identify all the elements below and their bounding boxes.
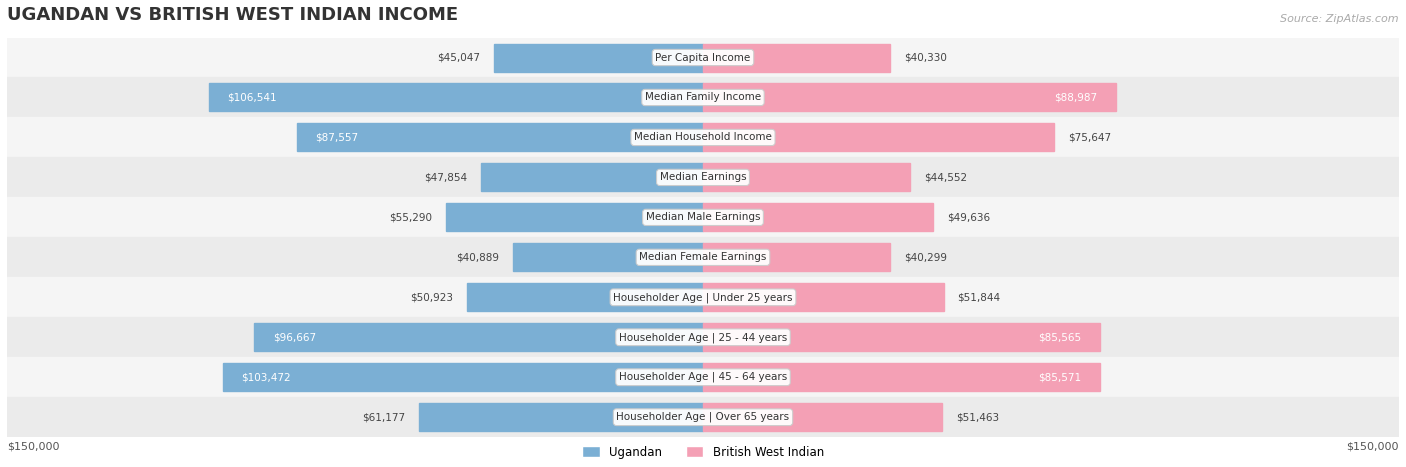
Text: Householder Age | Under 25 years: Householder Age | Under 25 years	[613, 292, 793, 303]
Bar	[224, 363, 703, 391]
Text: $40,299: $40,299	[904, 252, 946, 262]
Bar	[7, 78, 1399, 118]
Bar	[7, 357, 1399, 397]
Text: $40,330: $40,330	[904, 52, 948, 63]
Bar	[513, 243, 703, 271]
Text: $103,472: $103,472	[242, 372, 291, 382]
Text: Householder Age | 25 - 44 years: Householder Age | 25 - 44 years	[619, 332, 787, 342]
Text: $85,565: $85,565	[1039, 333, 1081, 342]
Text: UGANDAN VS BRITISH WEST INDIAN INCOME: UGANDAN VS BRITISH WEST INDIAN INCOME	[7, 6, 458, 23]
Text: $40,889: $40,889	[457, 252, 499, 262]
Bar	[703, 283, 943, 311]
Bar	[481, 163, 703, 191]
Bar	[7, 157, 1399, 198]
Bar	[208, 84, 703, 112]
Bar	[7, 198, 1399, 237]
Bar	[703, 43, 890, 71]
Text: $87,557: $87,557	[315, 133, 359, 142]
Text: $47,854: $47,854	[423, 172, 467, 183]
Bar	[7, 397, 1399, 437]
Bar	[7, 277, 1399, 317]
Bar	[447, 204, 703, 231]
Bar	[494, 43, 703, 71]
Text: Source: ZipAtlas.com: Source: ZipAtlas.com	[1281, 14, 1399, 23]
Text: $55,290: $55,290	[389, 212, 433, 222]
Text: $96,667: $96,667	[273, 333, 316, 342]
Bar	[419, 403, 703, 431]
Text: Householder Age | Over 65 years: Householder Age | Over 65 years	[616, 412, 790, 423]
Text: $88,987: $88,987	[1054, 92, 1097, 102]
Text: Median Household Income: Median Household Income	[634, 133, 772, 142]
Bar	[7, 317, 1399, 357]
Bar	[467, 283, 703, 311]
Text: $49,636: $49,636	[948, 212, 990, 222]
Bar	[703, 84, 1116, 112]
Text: $44,552: $44,552	[924, 172, 967, 183]
Text: $45,047: $45,047	[437, 52, 479, 63]
Bar	[703, 323, 1099, 351]
Bar	[703, 204, 934, 231]
Bar	[7, 118, 1399, 157]
Legend: Ugandan, British West Indian: Ugandan, British West Indian	[578, 441, 828, 463]
Text: $85,571: $85,571	[1039, 372, 1081, 382]
Text: $106,541: $106,541	[228, 92, 277, 102]
Bar	[297, 123, 703, 151]
Bar	[703, 163, 910, 191]
Text: $150,000: $150,000	[7, 441, 59, 451]
Text: Householder Age | 45 - 64 years: Householder Age | 45 - 64 years	[619, 372, 787, 382]
Text: Per Capita Income: Per Capita Income	[655, 52, 751, 63]
Bar	[703, 403, 942, 431]
Text: $75,647: $75,647	[1069, 133, 1111, 142]
Bar	[703, 243, 890, 271]
Text: Median Earnings: Median Earnings	[659, 172, 747, 183]
Bar	[7, 37, 1399, 78]
Bar	[703, 363, 1099, 391]
Bar	[703, 123, 1054, 151]
Text: $51,844: $51,844	[957, 292, 1001, 302]
Text: $150,000: $150,000	[1347, 441, 1399, 451]
Bar	[7, 237, 1399, 277]
Text: Median Male Earnings: Median Male Earnings	[645, 212, 761, 222]
Text: $51,463: $51,463	[956, 412, 998, 422]
Text: Median Family Income: Median Family Income	[645, 92, 761, 102]
Text: $61,177: $61,177	[363, 412, 405, 422]
Text: Median Female Earnings: Median Female Earnings	[640, 252, 766, 262]
Text: $50,923: $50,923	[409, 292, 453, 302]
Bar	[254, 323, 703, 351]
